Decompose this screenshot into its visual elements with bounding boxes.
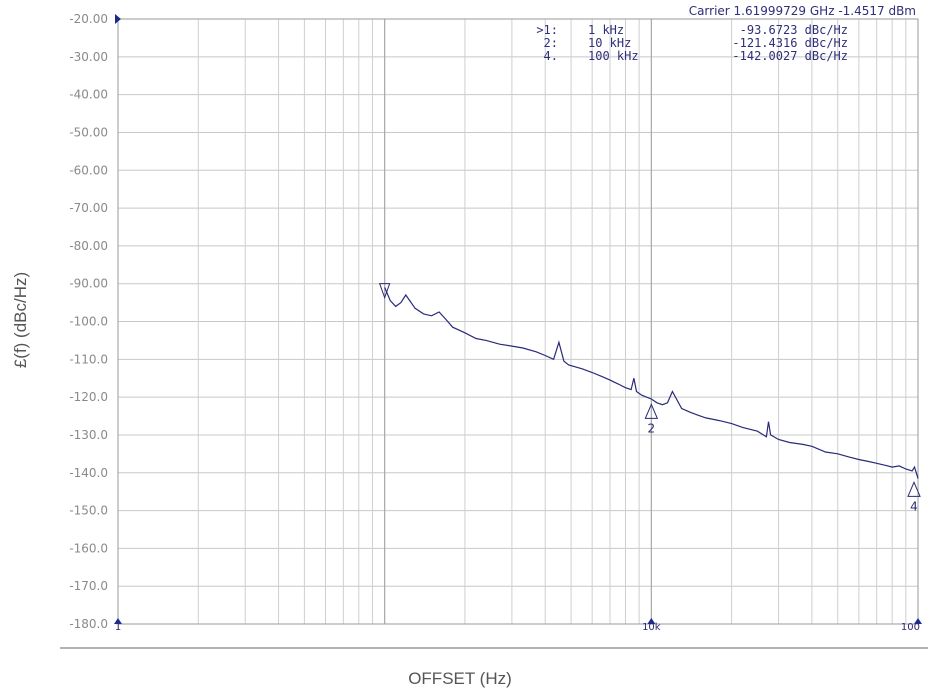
- y-tick-label: -80.00: [69, 239, 108, 253]
- marker-triangle: [907, 481, 921, 497]
- marker-triangle: [644, 403, 659, 419]
- y-tick-label: -100.0: [69, 315, 108, 329]
- grid-minor: [197, 19, 907, 624]
- marker-table-id: 2:: [544, 36, 558, 50]
- y-axis-title: £(f) (dBc/Hz): [11, 272, 30, 368]
- reference-level-arrow: [115, 14, 121, 24]
- x-tick-label: 100: [901, 622, 920, 633]
- y-tick-label: -30.00: [69, 50, 108, 64]
- y-tick-label: -90.00: [69, 277, 108, 291]
- y-tick-label: -170.0: [69, 579, 108, 593]
- y-tick-label: -20.00: [69, 12, 108, 26]
- marker-table: >1: 1 kHz -93.6723 dBc/Hz 2: 10 kHz -121.4316…: [536, 23, 848, 63]
- y-tick-label: -150.0: [69, 504, 108, 518]
- series-line: [384, 287, 919, 479]
- y-tick-label: -130.0: [69, 428, 108, 442]
- y-tick-labels: -20.00 -30.00 -40.00 -50.00 -60.00 -70.00 -80.…: [69, 12, 108, 631]
- x-tick-marker: [647, 618, 656, 624]
- marker-table-freq: 100 kHz: [588, 49, 639, 63]
- marker-label: 2: [648, 421, 656, 435]
- y-tick-label: -140.0: [69, 466, 108, 480]
- plot-frame: [117, 18, 919, 625]
- x-tick-marker: [914, 618, 922, 624]
- grid-major: [118, 18, 918, 625]
- marker-table-id: >1:: [536, 23, 558, 37]
- marker-table-id: 4.: [544, 49, 558, 63]
- y-tick-label: -40.00: [69, 88, 108, 102]
- marker-table-value: -142.0027 dBc/Hz: [732, 49, 848, 63]
- y-tick-label: -60.00: [69, 163, 108, 177]
- marker-table-freq: 10 kHz: [588, 36, 631, 50]
- y-tick-label: -110.0: [69, 352, 108, 366]
- y-tick-label: -70.00: [69, 201, 108, 215]
- x-axis-title: OFFSET (Hz): [408, 669, 512, 688]
- carrier-readout: Carrier 1.61999729 GHz -1.4517 dBm: [689, 4, 916, 18]
- y-tick-label: -50.00: [69, 125, 108, 139]
- y-tick-label: -120.0: [69, 390, 108, 404]
- marker-table-freq: 1 kHz: [588, 23, 624, 37]
- marker-triangle: [378, 283, 391, 300]
- x-tick-label: 10k: [642, 622, 661, 633]
- y-tick-label: -160.0: [69, 541, 108, 555]
- markers: 24: [378, 283, 921, 513]
- x-tick-labels: 1 10k 100: [114, 618, 922, 633]
- marker-table-value: -93.6723 dBc/Hz: [740, 23, 848, 37]
- y-tick-label: -180.0: [69, 617, 108, 631]
- marker-label: 4: [910, 499, 918, 513]
- x-tick-marker: [114, 618, 122, 624]
- x-tick-label: 1: [115, 622, 121, 633]
- marker-table-value: -121.4316 dBc/Hz: [732, 36, 848, 50]
